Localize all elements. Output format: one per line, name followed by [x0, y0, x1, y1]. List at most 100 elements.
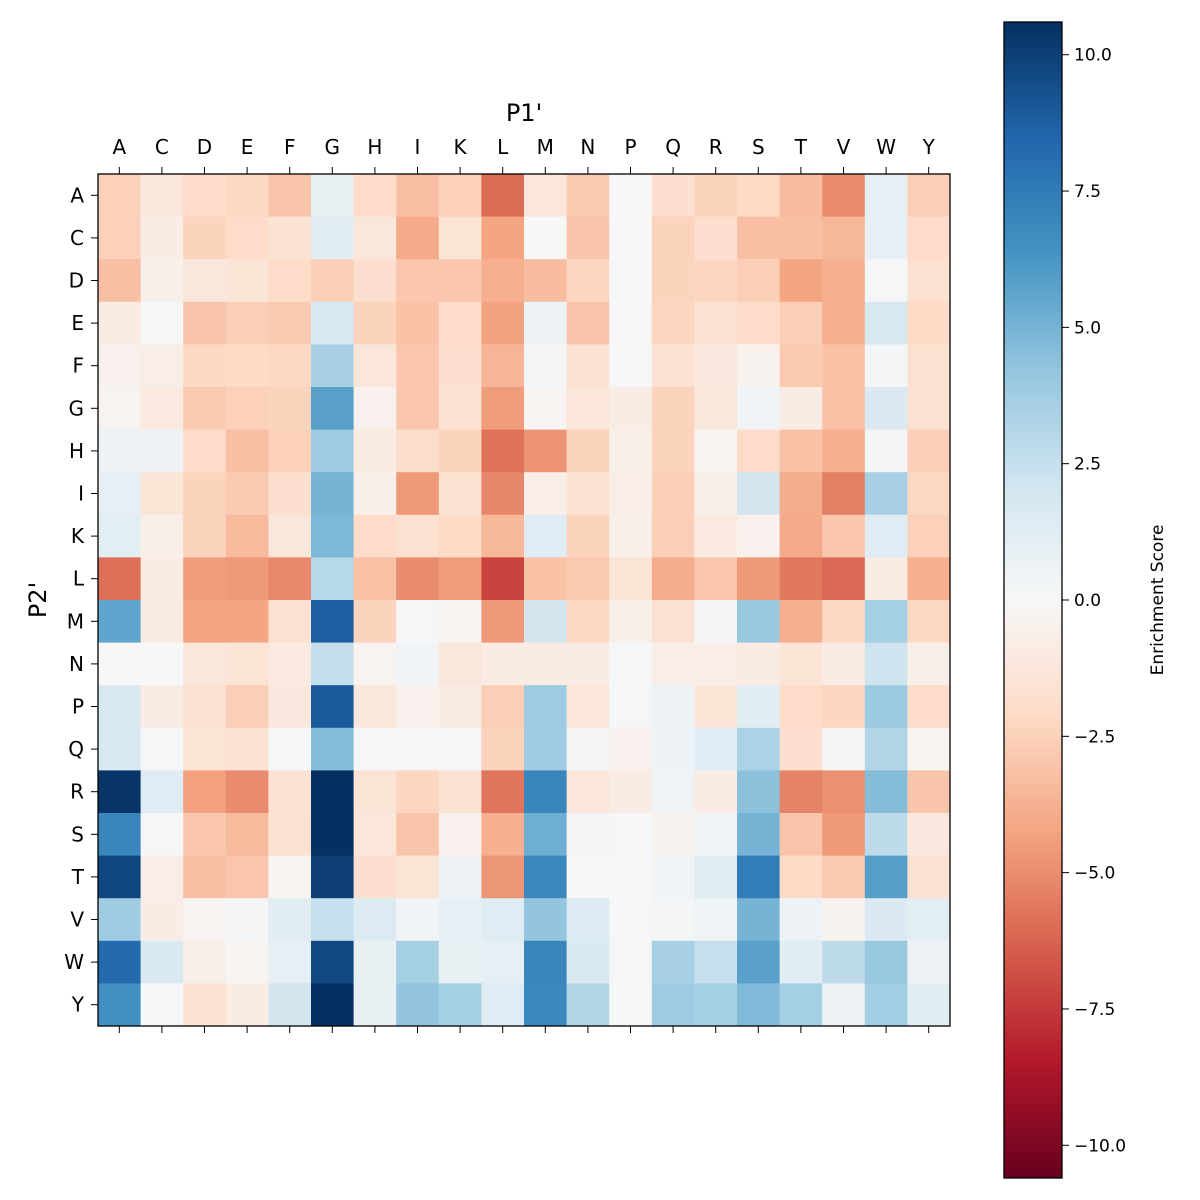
- x-tick-label: S: [752, 135, 765, 159]
- y-tick-label: Y: [71, 993, 85, 1017]
- heatmap-cell-T-N: [566, 855, 610, 899]
- heatmap-cell-G-A: [98, 387, 142, 431]
- heatmap-cell-F-L: [481, 344, 525, 388]
- heatmap-cell-R-A: [98, 770, 142, 814]
- heatmap-cell-E-V: [822, 301, 866, 345]
- heatmap-cell-I-V: [822, 472, 866, 516]
- heatmap-cell-P-I: [396, 685, 440, 729]
- heatmap-cell-S-Y: [907, 813, 951, 857]
- heatmap-cell-Q-M: [524, 727, 568, 771]
- heatmap-cell-F-W: [864, 344, 908, 388]
- heatmap-cell-E-H: [353, 301, 397, 345]
- heatmap-cell-G-L: [481, 387, 525, 431]
- heatmap-cell-I-F: [268, 472, 312, 516]
- x-tick-label: F: [284, 135, 296, 159]
- heatmap-cell-W-M: [524, 940, 568, 984]
- heatmap-cell-I-K: [438, 472, 482, 516]
- heatmap-cell-Y-R: [694, 983, 738, 1027]
- heatmap-cell-Q-W: [864, 727, 908, 771]
- heatmap-cell-H-I: [396, 429, 440, 473]
- heatmap-cell-Q-P: [609, 727, 653, 771]
- heatmap-cell-N-Y: [907, 642, 951, 686]
- heatmap-cell-H-P: [609, 429, 653, 473]
- heatmap-cell-V-N: [566, 898, 610, 942]
- heatmap-cell-F-F: [268, 344, 312, 388]
- heatmap-cell-C-E: [225, 216, 269, 260]
- heatmap-cell-G-P: [609, 387, 653, 431]
- heatmap-cell-N-R: [694, 642, 738, 686]
- heatmap-cell-A-I: [396, 174, 440, 218]
- heatmap-cell-T-M: [524, 855, 568, 899]
- heatmap-cell-A-P: [609, 174, 653, 218]
- heatmap-cell-A-G: [311, 174, 355, 218]
- heatmap-cell-H-C: [140, 429, 184, 473]
- y-tick-label: V: [70, 908, 84, 932]
- heatmap-cell-C-P: [609, 216, 653, 260]
- heatmap-cell-K-C: [140, 514, 184, 558]
- heatmap-cell-N-T: [779, 642, 823, 686]
- heatmap-cell-P-D: [183, 685, 227, 729]
- heatmap-cell-R-G: [311, 770, 355, 814]
- heatmap-cell-D-E: [225, 259, 269, 303]
- heatmap-cell-W-K: [438, 940, 482, 984]
- heatmap-cell-C-L: [481, 216, 525, 260]
- heatmap-cell-E-W: [864, 301, 908, 345]
- heatmap-cell-P-M: [524, 685, 568, 729]
- heatmap-cell-P-A: [98, 685, 142, 729]
- heatmap-cell-F-I: [396, 344, 440, 388]
- heatmap-cell-G-N: [566, 387, 610, 431]
- heatmap-cell-H-T: [779, 429, 823, 473]
- heatmap-cell-M-L: [481, 600, 525, 644]
- heatmap-cell-K-M: [524, 514, 568, 558]
- heatmap-cell-T-I: [396, 855, 440, 899]
- heatmap-cell-I-P: [609, 472, 653, 516]
- heatmap-cell-K-W: [864, 514, 908, 558]
- heatmap-cell-E-Q: [651, 301, 695, 345]
- heatmap-cell-N-G: [311, 642, 355, 686]
- heatmap-cell-W-S: [737, 940, 781, 984]
- heatmap-cell-R-R: [694, 770, 738, 814]
- heatmap-cell-R-F: [268, 770, 312, 814]
- x-tick-label: K: [454, 135, 468, 159]
- heatmap-cell-Q-D: [183, 727, 227, 771]
- heatmap-cell-P-Q: [651, 685, 695, 729]
- heatmap-cell-F-V: [822, 344, 866, 388]
- heatmap-cell-C-M: [524, 216, 568, 260]
- heatmap-cell-Y-F: [268, 983, 312, 1027]
- heatmap-cell-S-T: [779, 813, 823, 857]
- heatmap-cell-T-S: [737, 855, 781, 899]
- heatmap-cell-P-S: [737, 685, 781, 729]
- heatmap-cell-E-T: [779, 301, 823, 345]
- heatmap-cell-G-W: [864, 387, 908, 431]
- colorbar-tick-label: 0.0: [1074, 591, 1101, 611]
- heatmap-cell-Q-T: [779, 727, 823, 771]
- heatmap-cell-C-Q: [651, 216, 695, 260]
- heatmap-cell-T-D: [183, 855, 227, 899]
- heatmap-cell-V-Y: [907, 898, 951, 942]
- colorbar-tick-label: 2.5: [1074, 455, 1101, 475]
- heatmap-cell-A-W: [864, 174, 908, 218]
- heatmap-cell-A-N: [566, 174, 610, 218]
- heatmap-cell-C-N: [566, 216, 610, 260]
- y-tick-label: H: [69, 439, 84, 463]
- heatmap-cell-S-G: [311, 813, 355, 857]
- heatmap-cell-A-F: [268, 174, 312, 218]
- heatmap-cell-M-K: [438, 600, 482, 644]
- heatmap-cell-Y-Y: [907, 983, 951, 1027]
- heatmap-cell-M-Q: [651, 600, 695, 644]
- heatmap-cell-S-C: [140, 813, 184, 857]
- heatmap-cell-A-M: [524, 174, 568, 218]
- heatmap-cell-R-E: [225, 770, 269, 814]
- heatmap-cell-I-R: [694, 472, 738, 516]
- heatmap-cell-G-K: [438, 387, 482, 431]
- colorbar-label: Enrichment Score: [1148, 525, 1168, 676]
- heatmap-cell-D-R: [694, 259, 738, 303]
- heatmap-cell-K-T: [779, 514, 823, 558]
- colorbar-ticks: 10.0 7.5 5.0 2.5 0.0 −2.5 −5.0 −7.5 −10.0: [1062, 46, 1126, 1156]
- heatmap-cell-Y-P: [609, 983, 653, 1027]
- heatmap-cell-M-M: [524, 600, 568, 644]
- heatmap-cell-N-V: [822, 642, 866, 686]
- heatmap-cell-P-E: [225, 685, 269, 729]
- heatmap-cell-K-R: [694, 514, 738, 558]
- heatmap-cell-E-G: [311, 301, 355, 345]
